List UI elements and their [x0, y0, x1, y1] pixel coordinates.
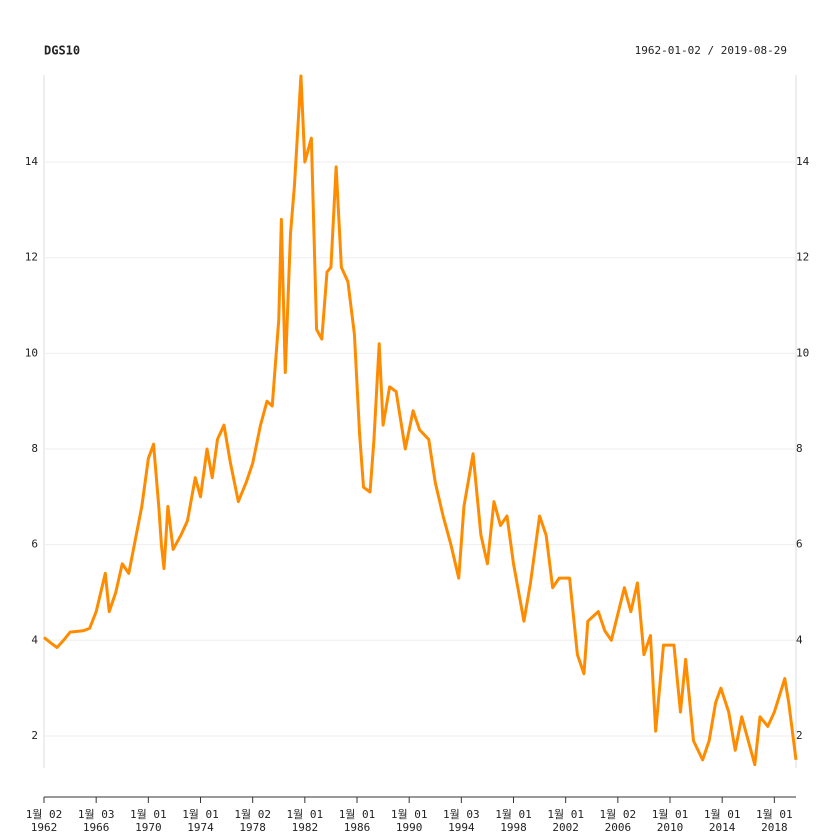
y-tick-label-right: 4	[796, 633, 803, 646]
x-tick-label: 1월 01	[339, 808, 376, 821]
x-tick-year: 1986	[344, 821, 371, 834]
x-tick-label: 1월 01	[182, 808, 219, 821]
x-tick-year: 1974	[187, 821, 214, 834]
y-tick-label-right: 6	[796, 538, 803, 551]
y-tick-label: 2	[31, 729, 38, 742]
x-tick-year: 1982	[292, 821, 319, 834]
chart-title: DGS10	[44, 44, 80, 58]
y-tick-label: 4	[31, 633, 38, 646]
x-tick-year: 2018	[761, 821, 788, 834]
x-tick-label: 1월 02	[26, 808, 63, 821]
y-tick-label: 6	[31, 538, 38, 551]
x-tick-year: 1994	[448, 821, 475, 834]
x-tick-label: 1월 01	[287, 808, 324, 821]
x-tick-year: 2002	[552, 821, 579, 834]
x-tick-year: 2006	[605, 821, 632, 834]
x-tick-year: 1966	[83, 821, 110, 834]
y-tick-label: 14	[25, 155, 39, 168]
x-tick-year: 1978	[239, 821, 266, 834]
x-tick-label: 1월 01	[391, 808, 428, 821]
x-tick-label: 1월 01	[652, 808, 689, 821]
x-tick-label: 1월 01	[547, 808, 584, 821]
x-tick-label: 1월 01	[130, 808, 167, 821]
x-tick-label: 1월 03	[78, 808, 115, 821]
date-range: 1962-01-02 / 2019-08-29	[635, 44, 787, 57]
x-tick-year: 1962	[31, 821, 58, 834]
x-tick-label: 1월 01	[756, 808, 793, 821]
y-tick-label-right: 14	[796, 155, 810, 168]
y-tick-label-right: 2	[796, 729, 803, 742]
x-tick-label: 1월 03	[443, 808, 480, 821]
y-tick-label: 10	[25, 346, 38, 359]
y-tick-label-right: 8	[796, 442, 803, 455]
y-tick-label: 8	[31, 442, 38, 455]
y-tick-label-right: 12	[796, 251, 809, 264]
x-tick-label: 1월 02	[234, 808, 271, 821]
x-tick-label: 1월 01	[704, 808, 741, 821]
x-tick-year: 1990	[396, 821, 423, 834]
x-tick-label: 1월 02	[600, 808, 637, 821]
x-tick-year: 2010	[657, 821, 684, 834]
y-tick-label: 12	[25, 251, 38, 264]
x-tick-year: 2014	[709, 821, 736, 834]
y-tick-label-right: 10	[796, 346, 809, 359]
x-tick-label: 1월 01	[495, 808, 532, 821]
x-tick-year: 1998	[500, 821, 527, 834]
x-tick-year: 1970	[135, 821, 162, 834]
line-series	[43, 74, 798, 767]
